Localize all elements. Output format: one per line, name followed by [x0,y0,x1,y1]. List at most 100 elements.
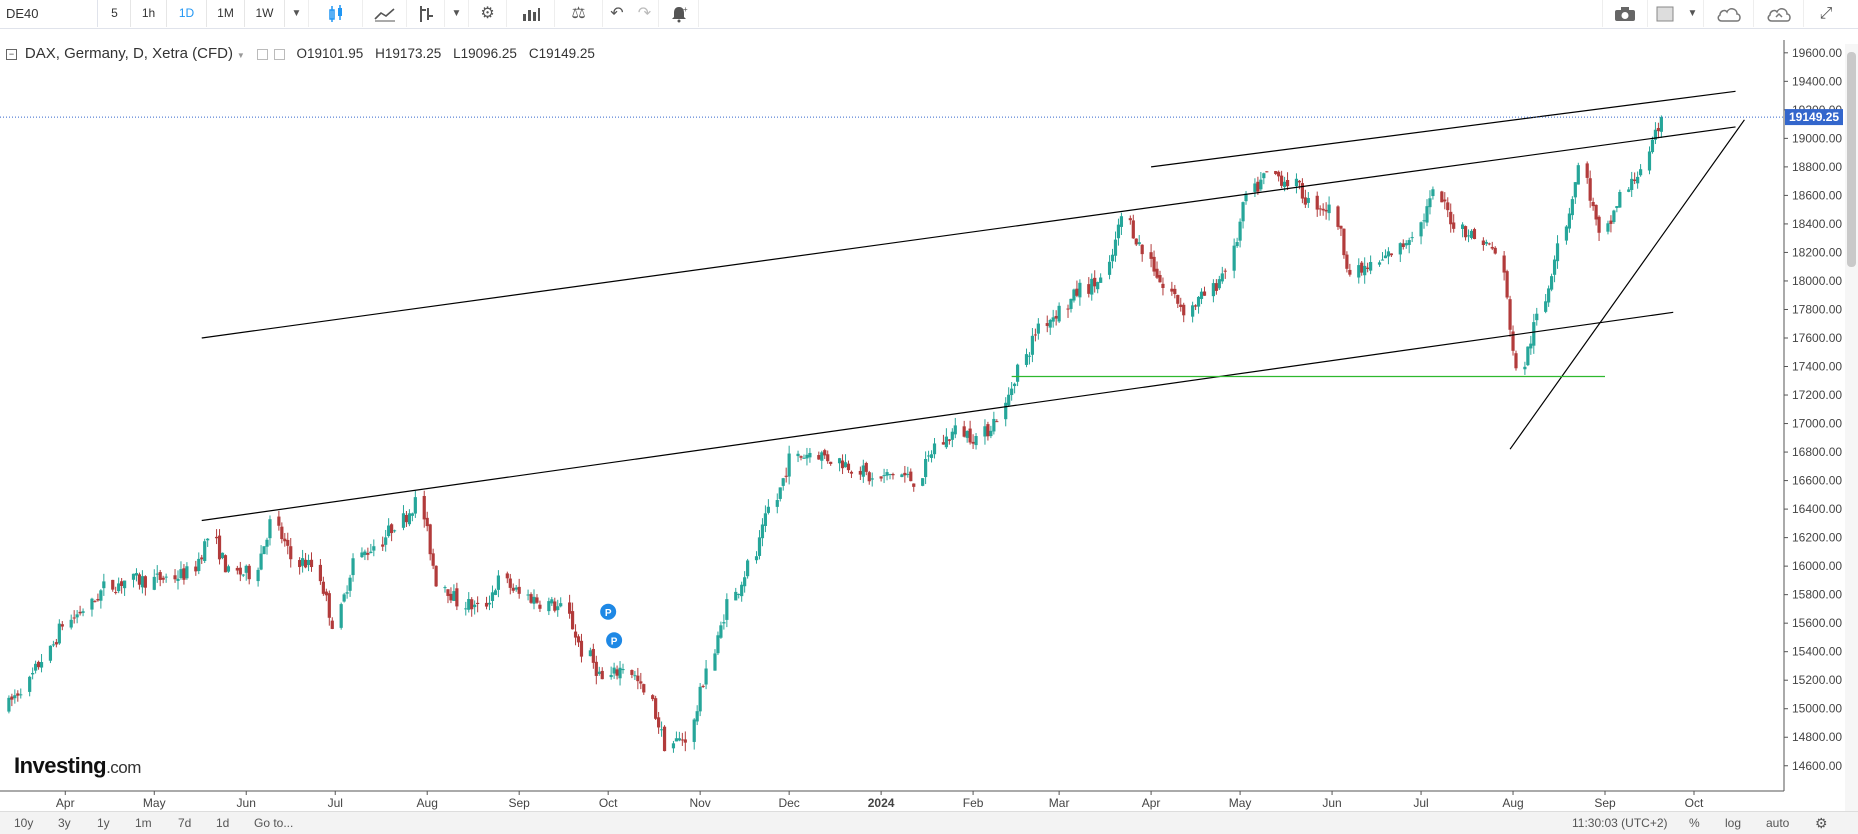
price-tick-label: 17000.00 [1792,417,1842,431]
candle-up [1523,366,1527,370]
candle-up [1547,288,1551,303]
candle-down [1656,127,1660,132]
drawing-tools-icon[interactable] [407,0,445,27]
candle-up [547,601,551,612]
collapse-icon[interactable]: − [6,48,17,60]
range-1y[interactable]: 1y [97,816,110,830]
time-tick-label: Feb [963,796,984,810]
indicators-icon[interactable] [363,0,407,27]
candle-down [1449,211,1453,225]
range-10y[interactable]: 10y [14,816,34,830]
log-toggle[interactable]: log [1725,816,1742,830]
candle-up [90,598,94,610]
interval-1w[interactable]: 1W [245,0,285,27]
candle-down [1033,334,1037,336]
candle-down [1054,315,1058,319]
price-scrollbar[interactable] [1845,44,1858,811]
chevron-down-icon[interactable]: ▼ [236,51,245,60]
range-1m[interactable]: 1m [135,816,152,830]
range-1d[interactable]: 1d [216,816,230,830]
candle-up [1004,402,1008,420]
candle-up [1220,273,1224,282]
settings-small-icon[interactable] [273,48,285,60]
candle-up [152,576,156,590]
chevron-down-icon[interactable]: ▼ [445,0,469,27]
candle-up [57,623,61,644]
goto-button[interactable]: Go to... [254,816,294,830]
candle-up [1072,289,1076,301]
candle-up [757,537,762,556]
gear-icon[interactable]: ⚙ [469,0,507,27]
trendline [201,126,1736,339]
range-7d[interactable]: 7d [178,816,192,830]
candle-up [1532,322,1536,346]
candle-up [1238,221,1242,241]
price-chart[interactable]: 14600.00 14800.00 15000.00 15200.00 15400.00… [0,0,1858,811]
camera-icon[interactable] [1602,0,1648,27]
fullscreen-icon[interactable]: ⤢ [1819,5,1833,22]
time-tick-label: 2024 [868,796,895,810]
candle-down [1443,199,1447,202]
candle-down [1505,271,1509,298]
candle-down [60,624,64,627]
candle-down [553,601,557,611]
candle-up [220,552,225,559]
interval-5[interactable]: 5 [99,0,131,27]
candle-down [422,495,426,520]
candle-up [372,546,376,551]
candle-down [1256,181,1260,192]
candle-down [1452,222,1456,229]
candle-down [1128,218,1132,221]
cloud-save-icon[interactable] [1754,0,1804,27]
candle-up [1306,197,1310,203]
candle-up [1051,317,1055,322]
candle-up [1552,259,1557,275]
interval-1d[interactable]: 1D [167,0,207,27]
gear-icon[interactable]: ⚙ [1815,815,1828,831]
candle-up [882,475,886,477]
auto-toggle[interactable]: auto [1766,816,1790,830]
eye-icon[interactable] [256,48,268,60]
undo-icon[interactable]: ↶ [610,5,624,22]
chevron-down-icon[interactable]: ▼ [1682,0,1704,27]
candle-up [348,577,352,591]
percent-toggle[interactable]: % [1689,816,1700,830]
candle-up [176,578,180,581]
compare-scale-icon[interactable]: ⚖ [555,0,603,27]
alert-bell-icon[interactable]: + [659,0,699,27]
candle-down [194,566,198,572]
candle-up [351,558,355,576]
interval-1h[interactable]: 1h [131,0,167,27]
candle-up [226,566,231,572]
price-tick-label: 18800.00 [1792,160,1842,174]
candles-icon[interactable] [309,0,363,27]
symbol-input[interactable]: DE40 [0,0,98,27]
cloud-load-icon[interactable] [1704,0,1754,27]
range-3y[interactable]: 3y [58,816,71,830]
legend-high: H19173.25 [375,46,442,61]
candle-up [1615,206,1619,209]
interval-1m[interactable]: 1M [207,0,245,27]
legend-low: L19096.25 [453,46,517,61]
candle-down [1401,243,1405,247]
candle-down [470,599,474,610]
candle-up [671,743,676,749]
candle-up [1113,239,1118,256]
candle-up [1244,193,1248,202]
candle-up [532,596,536,604]
candle-up [1460,224,1465,229]
candle-down [636,675,640,682]
candle-up [719,625,723,638]
candle-up [1653,129,1658,140]
redo-icon[interactable]: ↷ [631,0,659,27]
candle-up [1235,242,1239,247]
candle-down [381,544,385,547]
candle-down [484,602,489,607]
candle-up [802,457,806,459]
time-tick-label: Jul [1413,796,1428,810]
bar-chart-icon[interactable] [507,0,555,27]
chevron-down-icon[interactable]: ▼ [285,0,309,27]
layout-icon[interactable] [1648,0,1682,27]
scrollbar-thumb[interactable] [1847,52,1856,267]
candle-up [559,603,563,607]
